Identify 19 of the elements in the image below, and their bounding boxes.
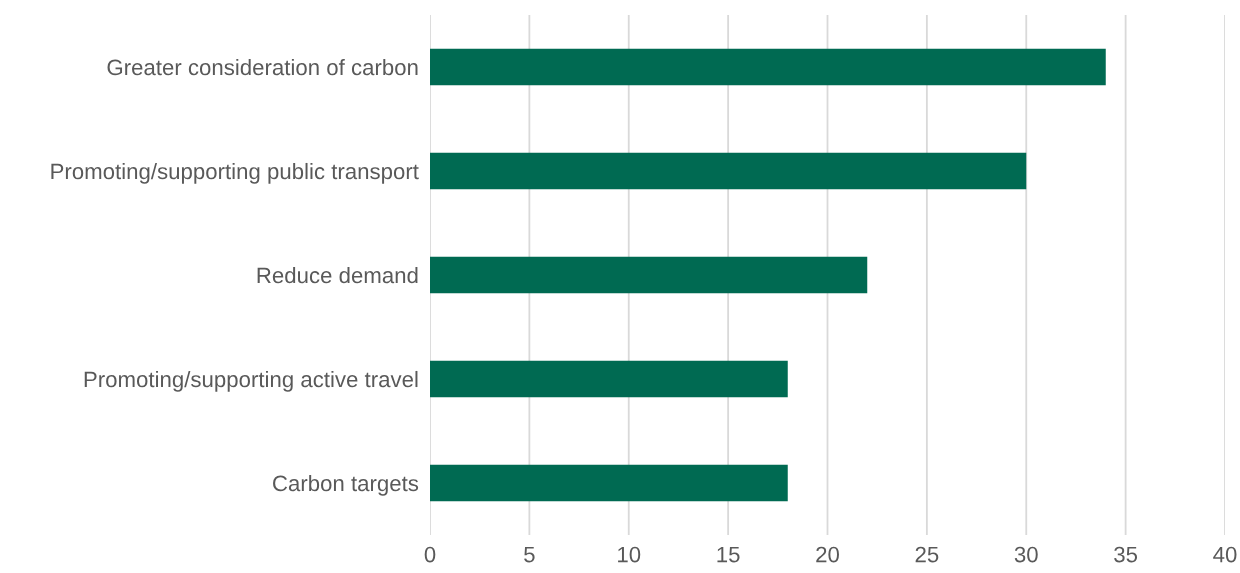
x-tick-label: 35 bbox=[1114, 546, 1138, 563]
x-tick-label: 10 bbox=[618, 546, 641, 563]
x-tick-label: 25 bbox=[915, 546, 939, 563]
bar bbox=[430, 256, 868, 294]
bar bbox=[430, 152, 1027, 190]
y-tick-label: Greater consideration of carbon bbox=[107, 58, 418, 76]
x-tick-label: 20 bbox=[816, 546, 839, 563]
bar bbox=[430, 464, 788, 502]
x-tick-label: 0 bbox=[424, 546, 436, 563]
y-tick-label: Promoting/supporting public transport bbox=[51, 162, 419, 184]
bar bbox=[430, 48, 1106, 86]
x-tick-label: 30 bbox=[1014, 546, 1038, 563]
y-tick-label: Reduce demand bbox=[257, 266, 418, 284]
y-tick-label: Promoting/supporting active travel bbox=[84, 370, 418, 392]
x-tick-label: 5 bbox=[524, 546, 535, 563]
y-tick-label: Carbon targets bbox=[273, 474, 419, 496]
x-tick-label: 15 bbox=[717, 546, 740, 563]
bar bbox=[430, 360, 788, 398]
x-tick-label: 40 bbox=[1213, 546, 1237, 563]
